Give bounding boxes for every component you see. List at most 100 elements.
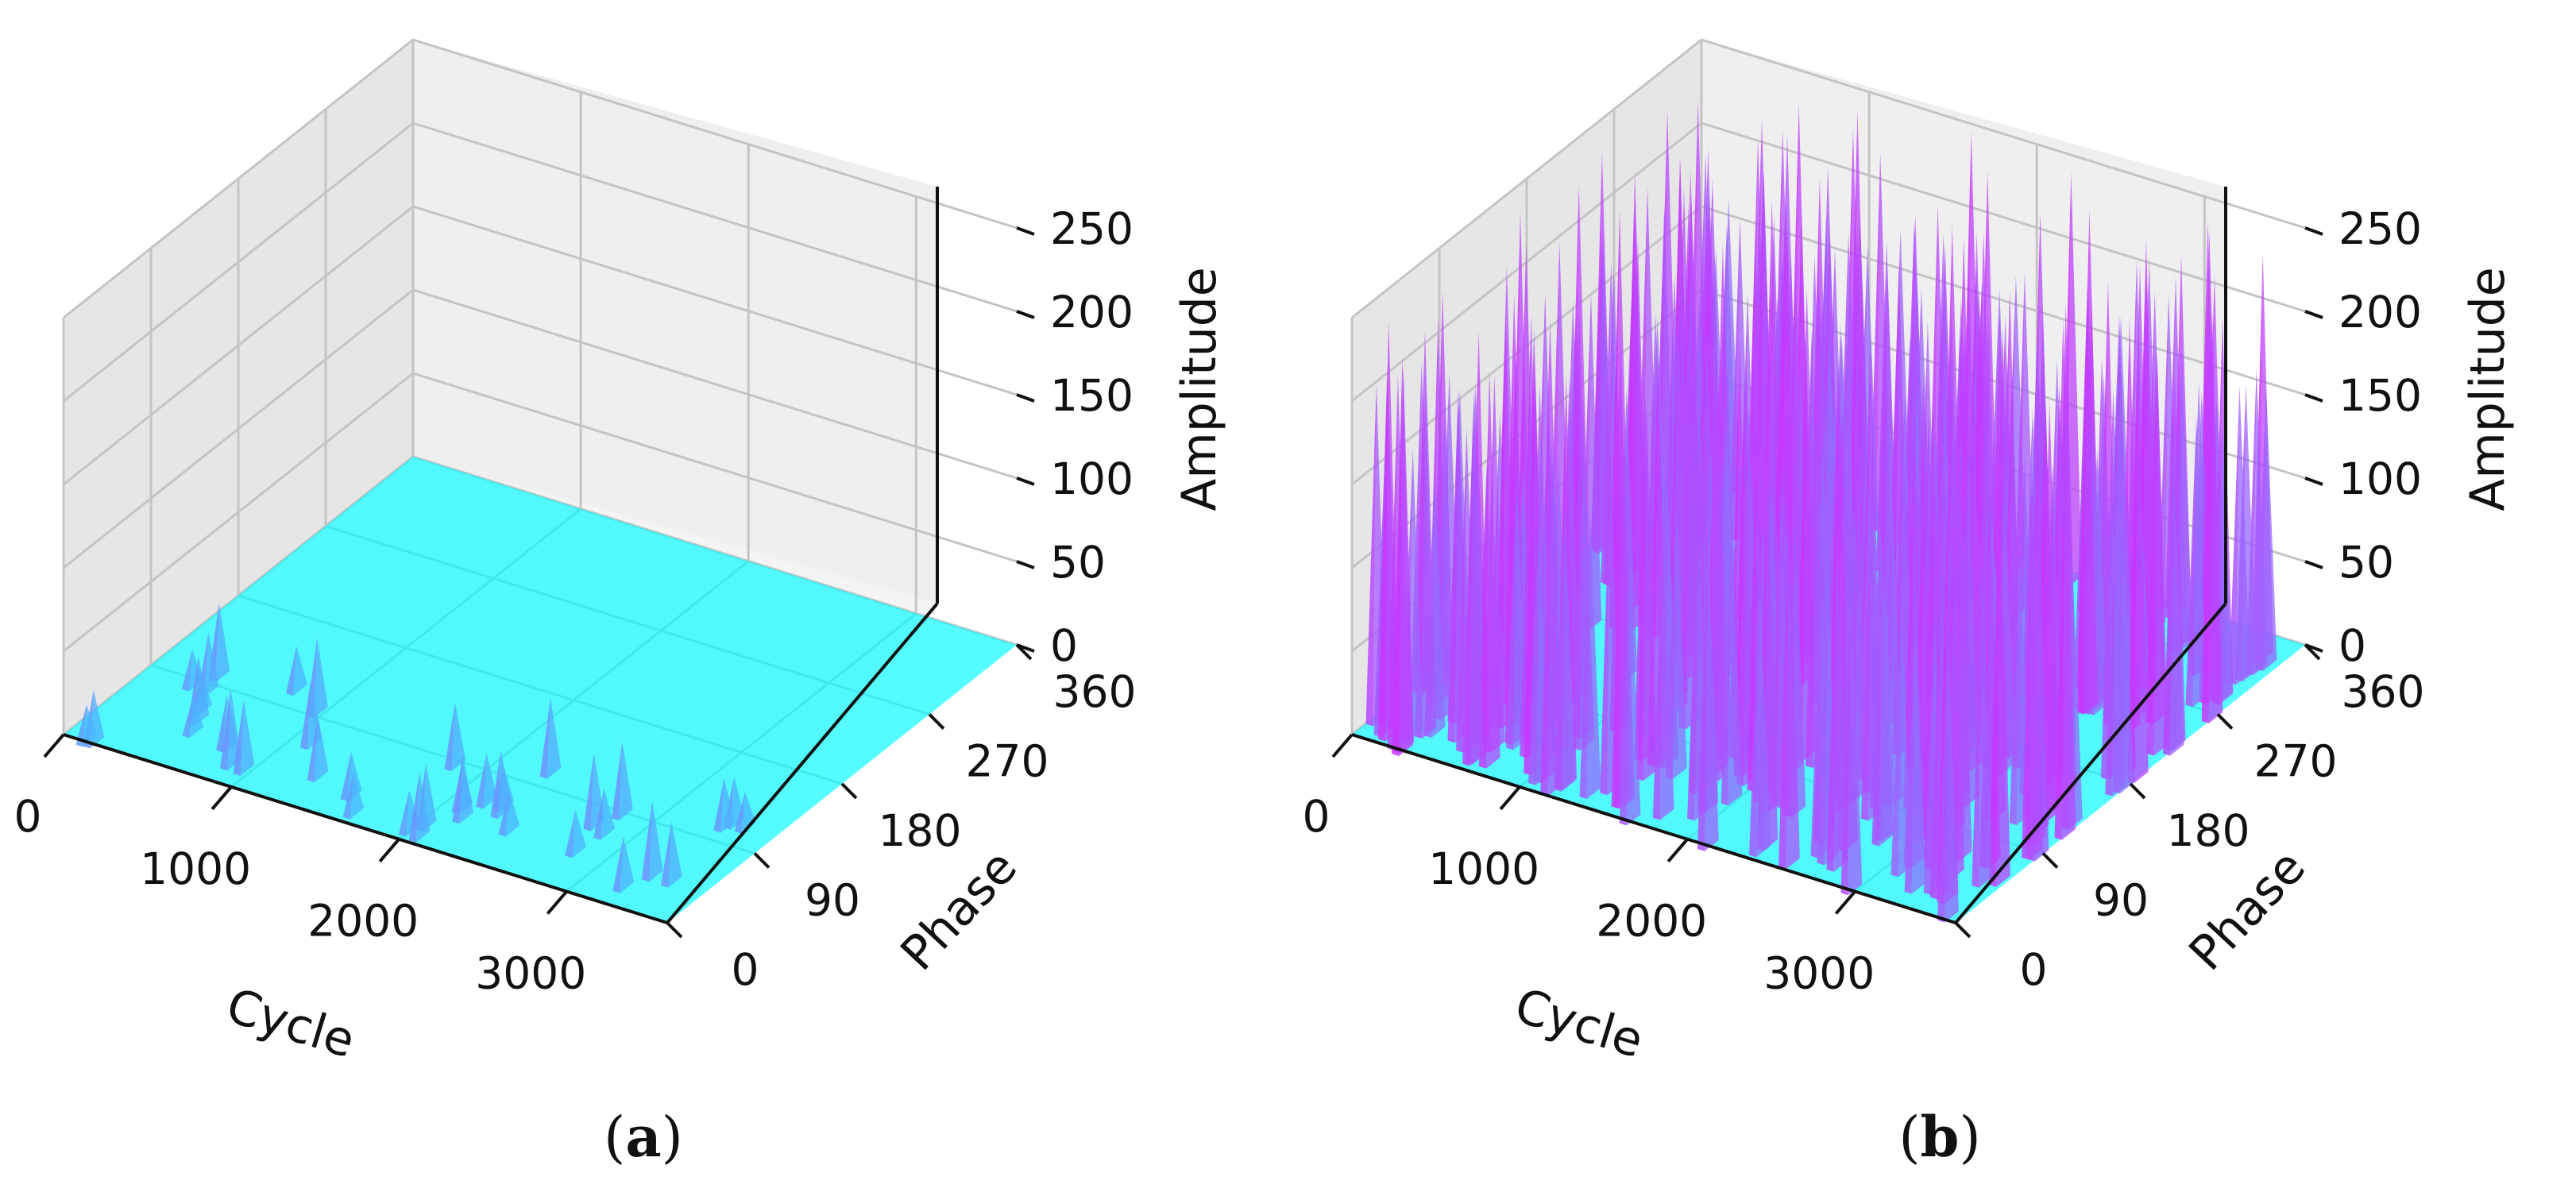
surface-spike-389 [1456, 426, 1467, 753]
z-tick-label-2: 100 [2338, 453, 2422, 504]
surface-spike-1 [734, 791, 746, 834]
y-tick-0 [666, 921, 683, 939]
surface-spike-side-395 [1409, 448, 1423, 740]
surface-spike-side-344 [1710, 419, 1725, 787]
surface-spike-21 [498, 790, 509, 837]
z-tick-4 [2304, 310, 2323, 319]
surface-spike-side-403 [1561, 506, 1576, 792]
surface-spike-8 [444, 702, 455, 772]
surface-spike-side-271 [2042, 405, 2057, 825]
x-tick-label-1: 1000 [140, 843, 251, 894]
surface-spike-side-171 [2153, 354, 2169, 756]
gridline-z-2 [63, 288, 1018, 569]
surface-spike-side-397 [1660, 509, 1674, 820]
z-tick-0 [2304, 643, 2323, 653]
surface-spike-side-418 [1705, 536, 1719, 851]
surface-spike-278 [2054, 444, 2065, 840]
surface-spike-side-412 [1547, 439, 1562, 797]
surface-spike-side-381 [1431, 473, 1446, 738]
surface-spike-side-411 [1786, 503, 1800, 870]
x-tick-label-3: 3000 [1763, 948, 1875, 999]
x-tick-label-3: 3000 [475, 948, 586, 999]
surface-spike-418 [1697, 536, 1709, 851]
surface-spike-409 [1378, 320, 1389, 742]
y-axis-line [666, 602, 939, 924]
surface-spike-379 [1447, 398, 1458, 743]
surface-spike-329 [1747, 396, 1758, 792]
surface-spike-2 [286, 646, 297, 696]
z-tick-label-2: 100 [1050, 453, 1134, 504]
surface-spike-side-24 [572, 809, 586, 858]
surface-spike-410 [1749, 579, 1760, 858]
y-tick-label-1: 90 [805, 875, 860, 926]
surface-spike-side-419 [1399, 357, 1413, 757]
surface-spike-side-386 [1422, 390, 1436, 739]
surface-spike-side-10 [205, 632, 219, 697]
surface-spike-408 [1462, 415, 1473, 766]
surface-spike-side-410 [1756, 579, 1771, 858]
surface-spike-side-358 [1728, 520, 1743, 806]
surface-spike-354 [1989, 468, 2000, 887]
z-tick-label-4: 200 [1050, 287, 1134, 338]
surface-spike-side-25 [459, 753, 473, 824]
surface-spike-29 [220, 689, 231, 771]
z-tick-label-4: 200 [2338, 287, 2422, 338]
surface-spike-side-414 [1945, 625, 1959, 923]
surface-spike-side-32 [240, 700, 255, 776]
surface-spike-145 [2076, 296, 2087, 715]
surface-spike-side-20 [189, 696, 204, 739]
surface-spike-393 [1365, 383, 1377, 727]
surface-spike-side-365 [1979, 565, 1994, 888]
surface-spike-side-6 [314, 637, 328, 719]
surface-spike-side-207 [2134, 360, 2149, 783]
surface-spike-17 [490, 750, 501, 820]
surface-spike-side-408 [1470, 415, 1484, 766]
surface-spike-side-7 [619, 741, 633, 821]
surface-spike-33 [398, 790, 410, 837]
x-tick-2 [378, 838, 400, 862]
surface-spike-side-390 [1911, 627, 1926, 894]
surface-spike-30 [612, 836, 624, 893]
surface-spike-side-23 [649, 801, 663, 882]
x-tick-0 [1331, 733, 1354, 758]
surface-spike-361 [1636, 403, 1647, 781]
surface-spike-390 [1904, 627, 1915, 894]
surface-spike-side-86 [2192, 416, 2207, 708]
y-tick-2 [840, 782, 858, 800]
surface-spike-387 [1929, 561, 1941, 900]
y-tick-label-2: 180 [2167, 805, 2250, 856]
caption-a: (a) [604, 1104, 683, 1170]
y-tick-label-0: 0 [732, 944, 759, 995]
gridline-z-5 [63, 38, 1018, 319]
surface-spike-side-8 [451, 702, 466, 772]
surface-spike-side-16 [483, 753, 497, 809]
y-tick-1 [2041, 852, 2059, 869]
z-axis-label: Amplitude [2460, 267, 2516, 511]
surface-spike-358 [1721, 520, 1732, 806]
y-axis-label: Phase [890, 839, 1028, 982]
gridline-z-4 [1351, 122, 2306, 403]
surface-spike-side-8 [2068, 171, 2082, 588]
gridline-z-3 [1351, 205, 2306, 486]
surface-spike-side-58 [2236, 385, 2250, 685]
surface [1352, 100, 2305, 923]
z-tick-4 [1016, 310, 1035, 319]
surface-spike-352 [1871, 546, 1883, 847]
surface-spike-35 [408, 771, 420, 843]
x-axis-label: Cycle [1508, 978, 1649, 1069]
y-tick-label-0: 0 [2020, 944, 2048, 995]
surface-spike-388 [1817, 598, 1828, 866]
surface-spike-side-394 [1833, 531, 1848, 872]
x-tick-1 [1499, 785, 1521, 811]
surface-spike-side-405 [1486, 370, 1500, 769]
surface-spike-side-361 [1643, 403, 1658, 781]
surface-spike-side-402 [1586, 511, 1601, 799]
surface-spike-side-35 [415, 771, 431, 843]
surface-spike-7 [612, 741, 623, 821]
caption-b: (b) [1898, 1104, 1981, 1170]
y-tick-3 [2216, 713, 2234, 730]
surface-spike-25 [452, 753, 463, 824]
gridline-z-5 [1351, 38, 2306, 319]
surface-spike-side-34 [350, 773, 365, 820]
